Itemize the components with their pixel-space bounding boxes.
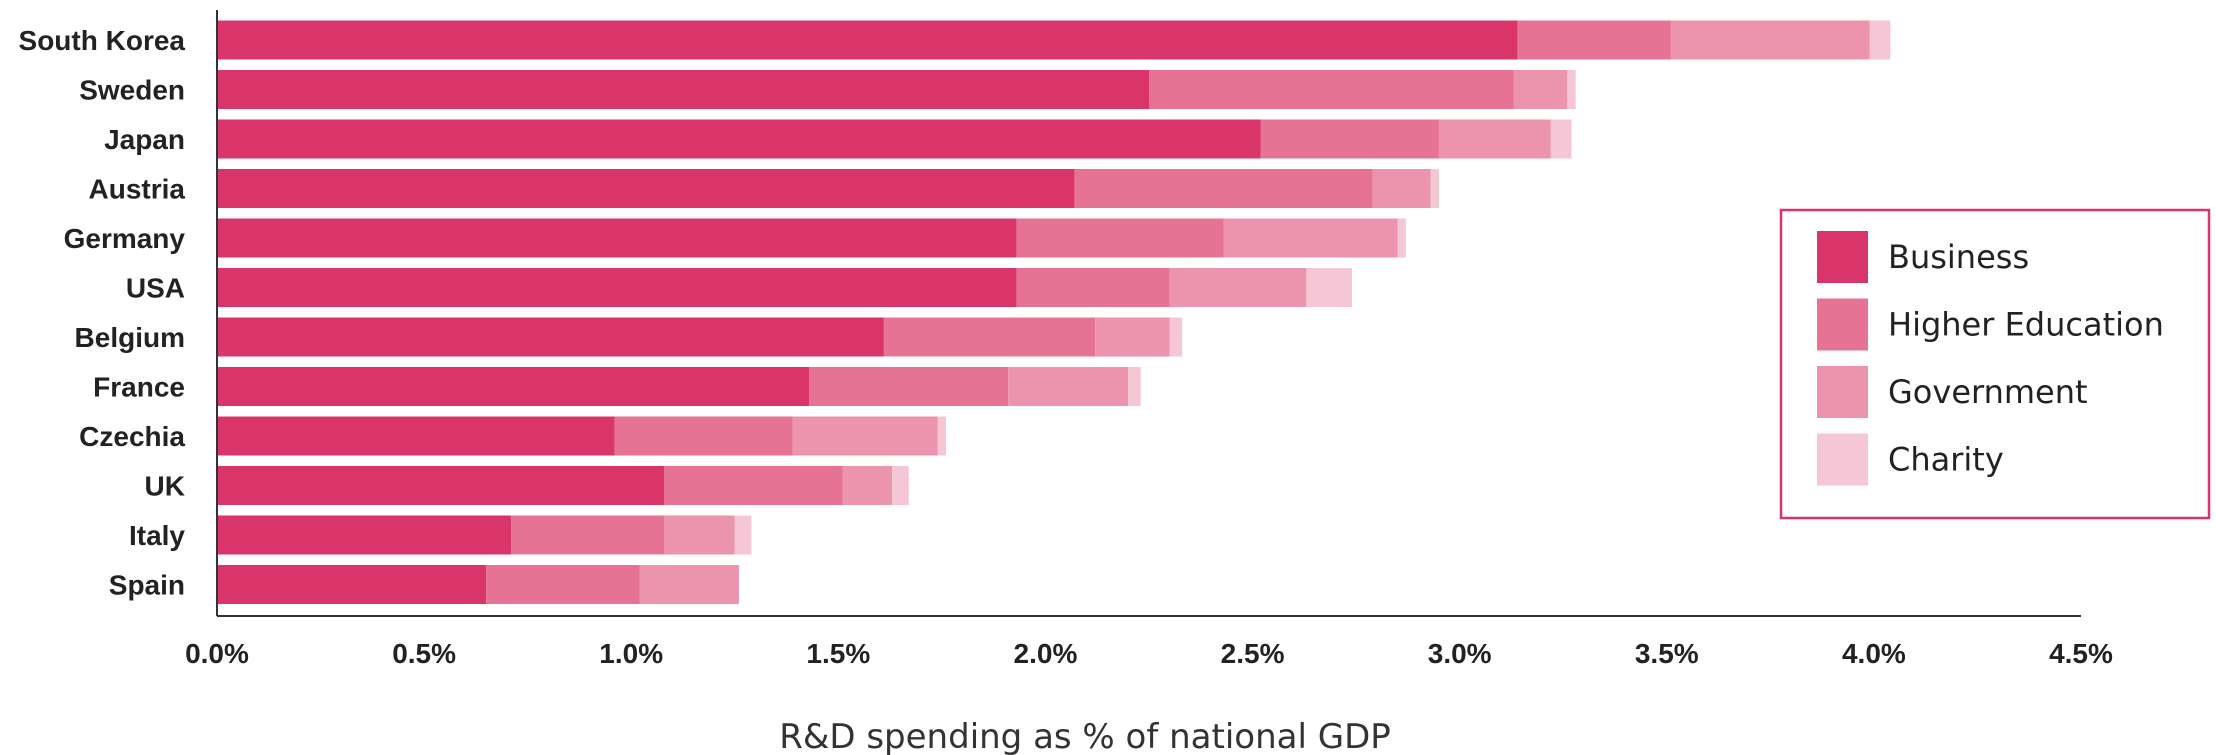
bar-italy-government (664, 515, 735, 555)
category-label-belgium: Belgium (75, 322, 185, 353)
legend-label-government: Government (1888, 373, 2088, 411)
bar-italy-charity (734, 515, 752, 555)
x-tick-label: 1.0% (599, 638, 663, 669)
x-tick-label: 2.5% (1221, 638, 1285, 669)
bar-south-korea-business (217, 20, 1518, 60)
bar-czechia-government (792, 416, 938, 456)
x-tick-label: 1.5% (806, 638, 870, 669)
category-label-usa: USA (126, 273, 185, 304)
bar-uk-business (217, 466, 665, 505)
bar-austria-charity (1430, 169, 1439, 208)
legend-label-higher-education: Higher Education (1888, 306, 2164, 344)
bar-spain-business (217, 565, 487, 604)
bar-south-korea-government (1670, 20, 1870, 60)
bar-czechia-business (217, 416, 615, 456)
category-labels: South Korea Sweden Japan Austria Germany USA B… (19, 25, 186, 601)
bar-austria-government (1372, 169, 1431, 208)
category-label-austria: Austria (89, 174, 186, 205)
x-tick-label: 0.0% (185, 638, 249, 669)
legend-label-charity: Charity (1888, 441, 2004, 479)
bar-france-charity (1128, 367, 1141, 406)
bar-usa-higher-education (1016, 268, 1170, 307)
x-tick-labels: 0.0% 0.5% 1.0% 1.5% 2.0% 2.5% 3.0% 3.5% 4.0% 4.5% (185, 638, 2113, 669)
bar-sweden-higher-education (1149, 70, 1514, 109)
bar-usa-business (217, 268, 1017, 307)
bar-sweden-government (1513, 70, 1568, 109)
bar-germany-government (1223, 218, 1398, 258)
legend-swatch-charity (1817, 433, 1868, 486)
bar-south-korea-charity (1869, 20, 1891, 60)
category-label-italy: Italy (129, 520, 185, 551)
bar-germany-charity (1397, 218, 1406, 258)
category-label-czechia: Czechia (79, 421, 185, 452)
bar-japan-business (217, 119, 1261, 159)
legend-swatch-higher-education (1817, 298, 1868, 351)
bar-austria-business (217, 169, 1075, 208)
x-tick-label: 4.0% (1842, 638, 1906, 669)
legend: Business Higher Education Government Charit… (1779, 208, 2211, 520)
bar-belgium-government (1095, 317, 1170, 357)
bar-spain-higher-education (486, 565, 640, 604)
bar-uk-charity (892, 466, 909, 505)
bars-group (217, 20, 1891, 604)
x-tick-label: 3.0% (1428, 638, 1492, 669)
category-label-uk: UK (145, 471, 185, 502)
bar-austria-higher-education (1074, 169, 1373, 208)
bar-south-korea-higher-education (1517, 20, 1671, 60)
category-label-sweden: Sweden (79, 75, 185, 106)
bar-italy-higher-education (511, 515, 665, 555)
legend-swatch-business (1817, 231, 1868, 283)
category-label-spain: Spain (109, 570, 185, 601)
category-label-south-korea: South Korea (19, 25, 186, 56)
bar-italy-business (217, 515, 512, 555)
bar-czechia-charity (937, 416, 947, 456)
bar-france-government (1008, 367, 1129, 406)
legend-swatch-government (1817, 366, 1868, 418)
x-tick-label: 4.5% (2049, 638, 2113, 669)
bar-france-business (217, 367, 810, 406)
category-label-france: France (93, 372, 185, 403)
bar-usa-government (1169, 268, 1307, 307)
bar-czechia-higher-education (614, 416, 793, 456)
bar-uk-higher-education (664, 466, 843, 505)
bar-sweden-business (217, 70, 1149, 109)
category-label-japan: Japan (104, 124, 185, 155)
bar-uk-government (842, 466, 893, 505)
x-axis-title: R&D spending as % of national GDP (779, 717, 1391, 755)
bar-japan-charity (1550, 119, 1572, 159)
category-label-germany: Germany (64, 223, 186, 254)
bar-belgium-higher-education (883, 317, 1096, 357)
bar-belgium-business (217, 317, 884, 357)
bar-japan-government (1438, 119, 1551, 159)
bar-france-higher-education (809, 367, 1009, 406)
bar-usa-charity (1306, 268, 1352, 307)
x-tick-label: 2.0% (1014, 638, 1078, 669)
bar-japan-higher-education (1260, 119, 1439, 159)
legend-items: Business Higher Education Government Charit… (1817, 231, 2164, 486)
legend-label-business: Business (1888, 238, 2029, 276)
bar-germany-business (217, 218, 1017, 258)
x-tick-label: 0.5% (392, 638, 456, 669)
bar-sweden-charity (1567, 70, 1576, 109)
bar-germany-higher-education (1016, 218, 1224, 258)
bar-belgium-charity (1169, 317, 1183, 357)
bar-spain-government (639, 565, 739, 604)
x-tick-label: 3.5% (1635, 638, 1699, 669)
